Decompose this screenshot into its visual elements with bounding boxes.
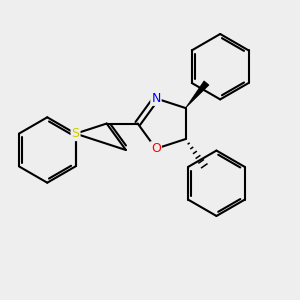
Text: N: N [151,92,161,105]
Text: O: O [151,142,161,155]
Polygon shape [185,81,209,108]
Text: S: S [72,127,80,140]
